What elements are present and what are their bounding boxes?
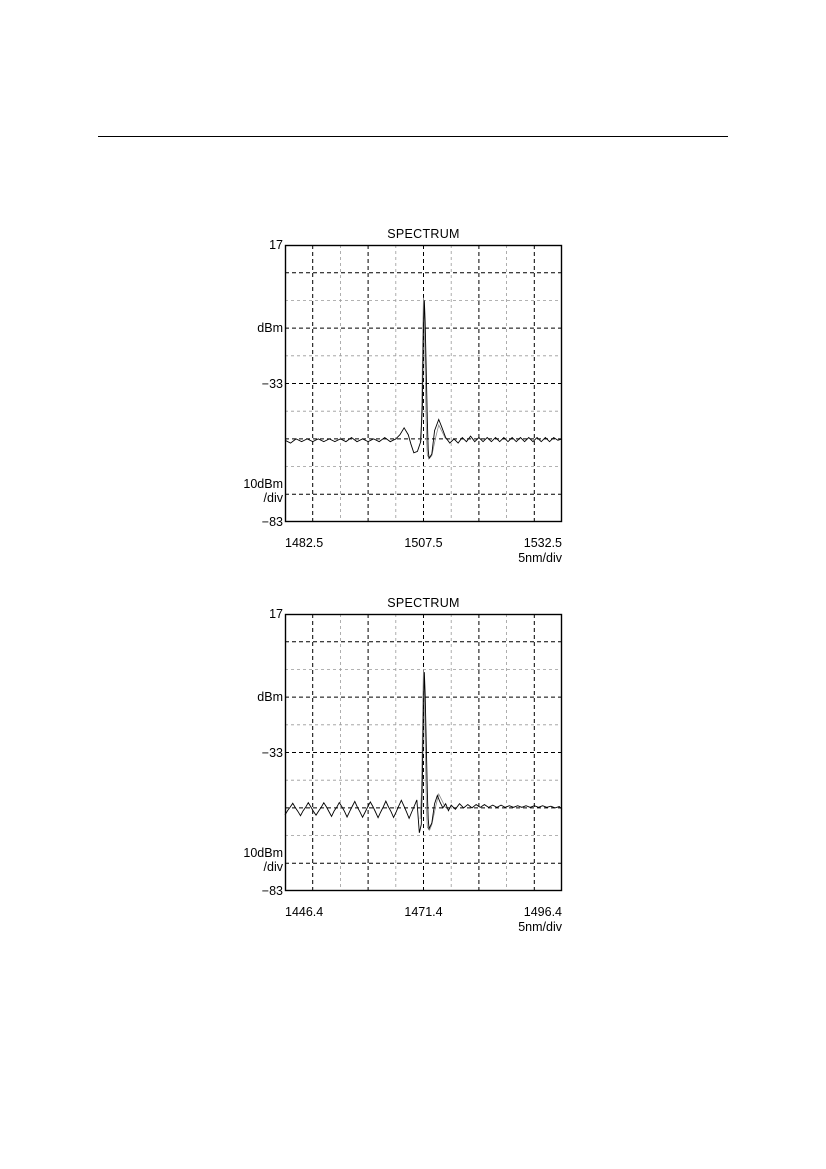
svg-text:SPECTRUM: SPECTRUM <box>387 227 460 241</box>
svg-text:SPECTRUM: SPECTRUM <box>387 596 460 610</box>
